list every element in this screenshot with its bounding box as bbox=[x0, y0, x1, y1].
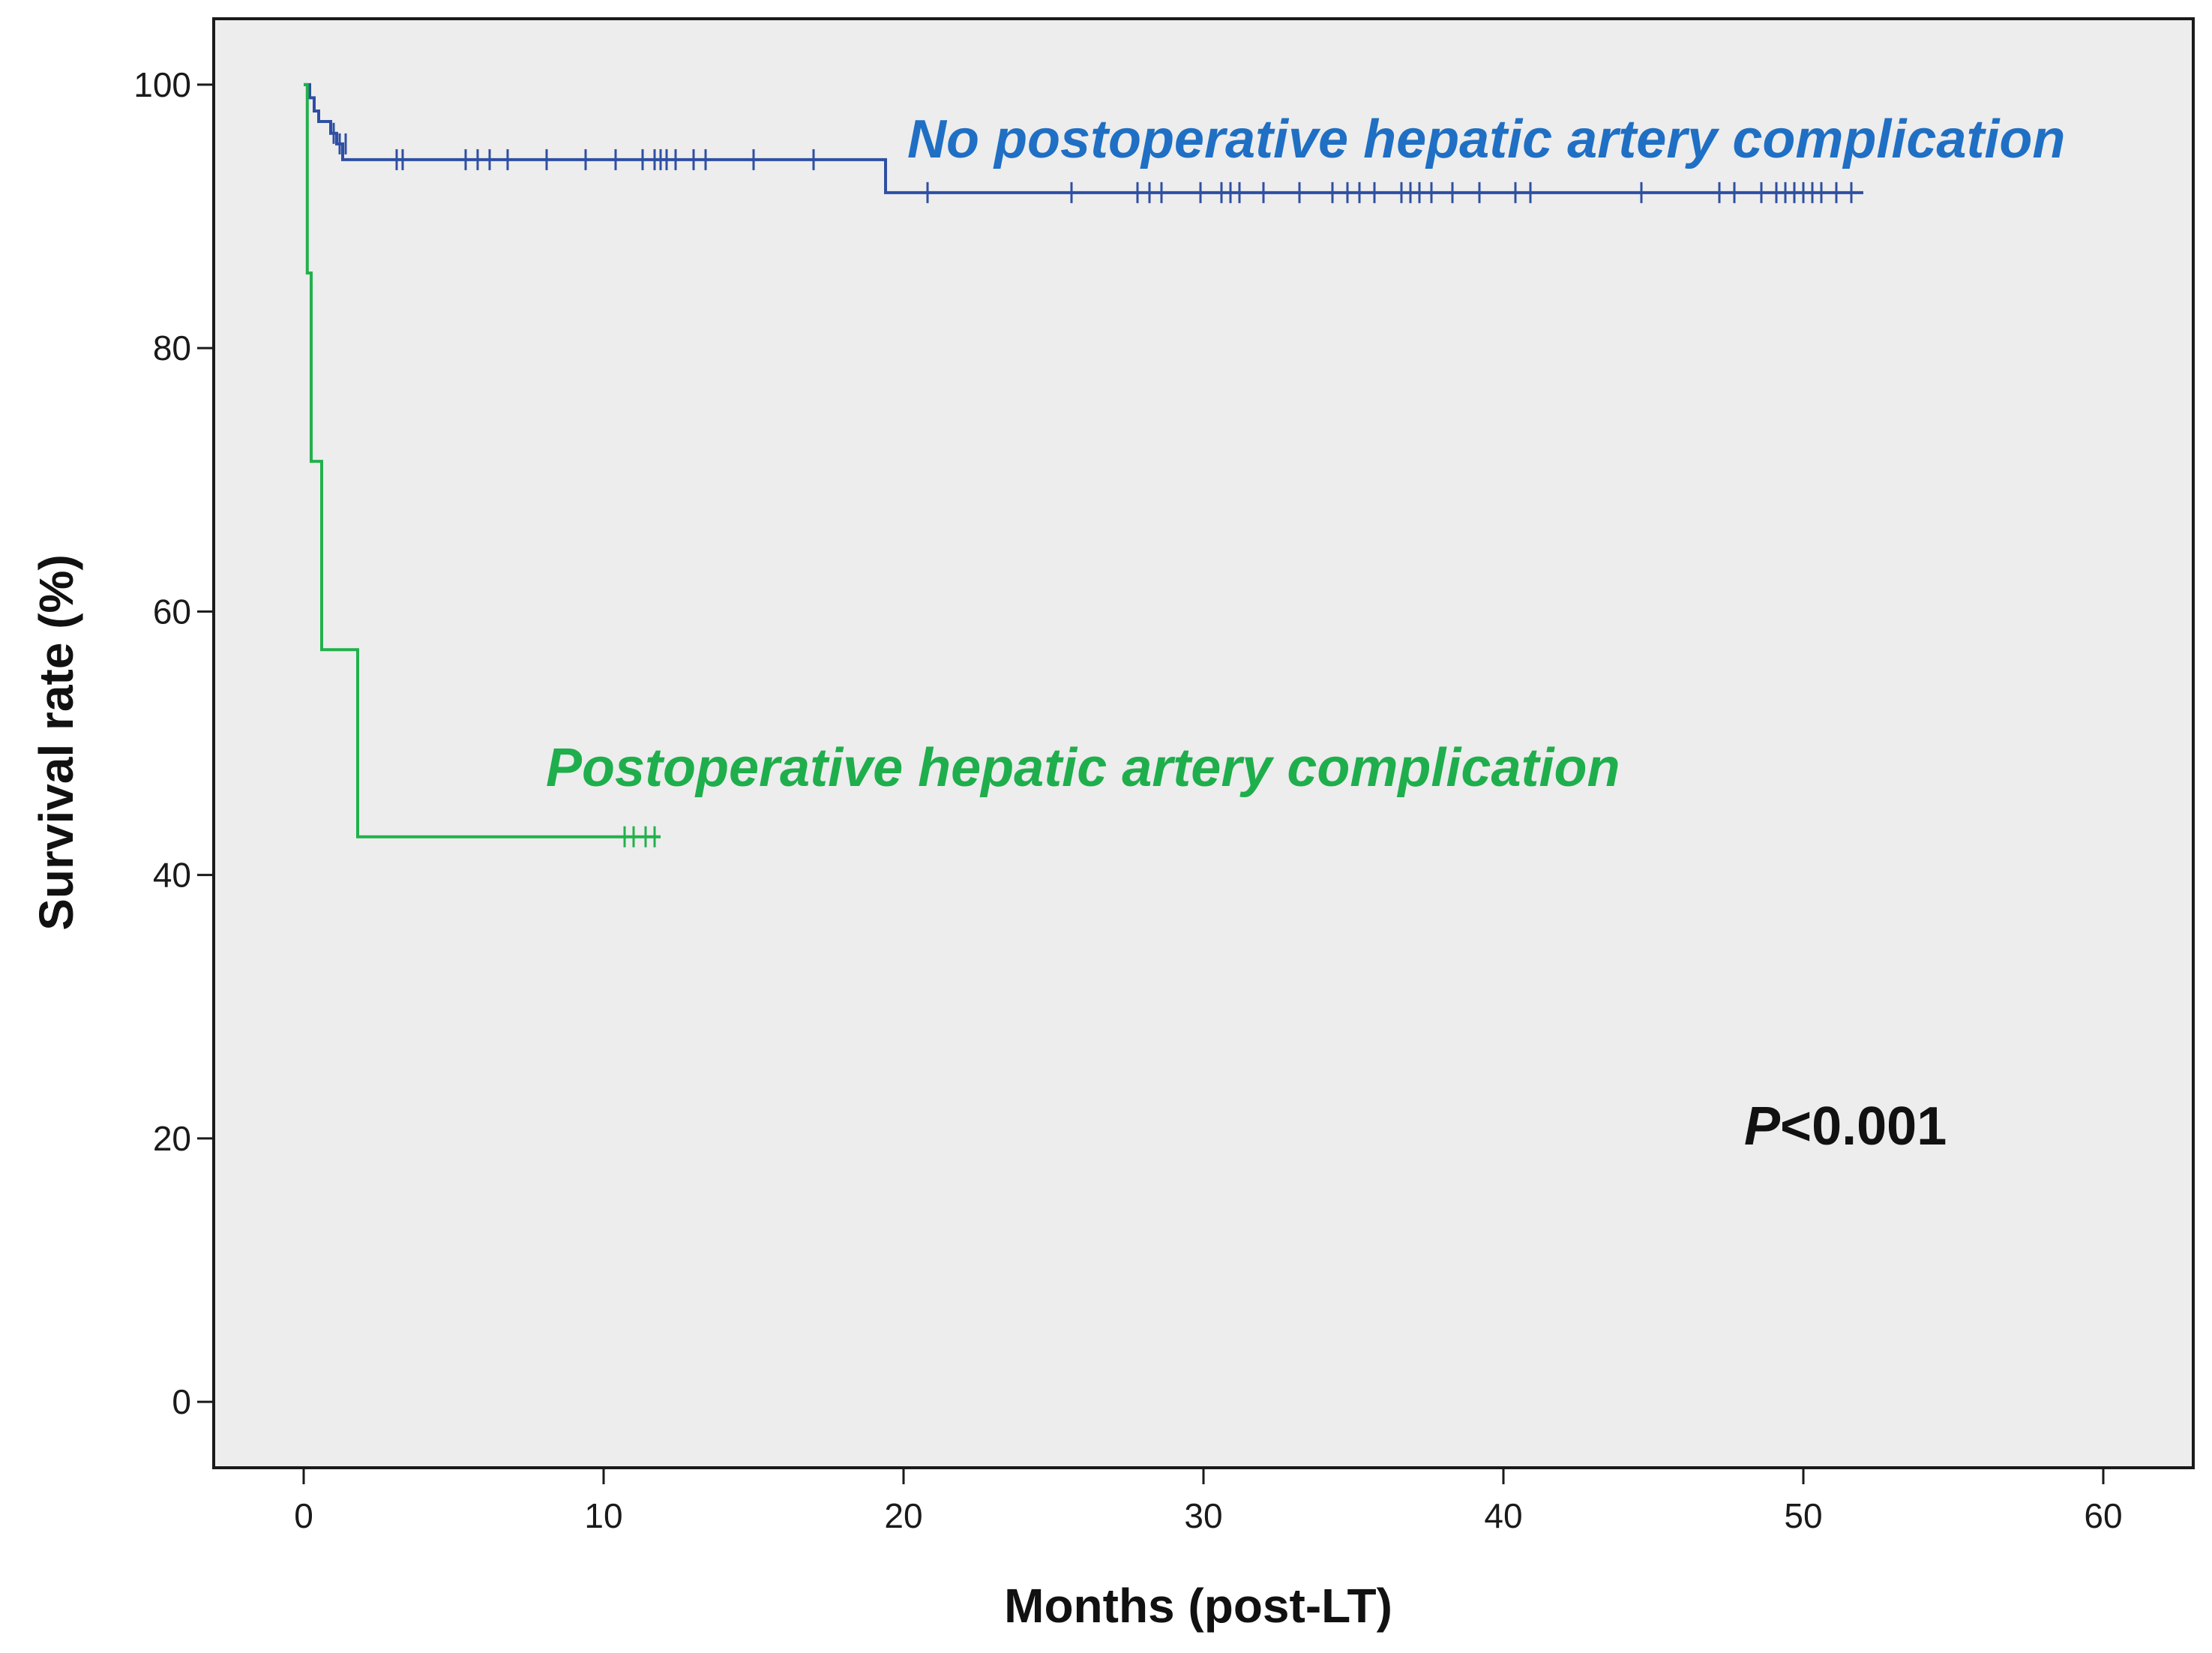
y-tick-label: 100 bbox=[133, 65, 191, 104]
x-tick-label: 60 bbox=[2084, 1496, 2122, 1535]
y-axis-ticks: 0 20 40 60 80 100 bbox=[133, 65, 214, 1421]
y-tick-label: 60 bbox=[153, 592, 191, 631]
x-tick-label: 30 bbox=[1184, 1496, 1222, 1535]
p-value-symbol: P bbox=[1744, 1096, 1781, 1156]
p-value-text: <0.001 bbox=[1780, 1096, 1947, 1156]
survival-curves bbox=[304, 82, 1863, 848]
y-tick-label: 20 bbox=[153, 1119, 191, 1158]
x-tick-label: 10 bbox=[584, 1496, 622, 1535]
p-value-annotation: P<0.001 bbox=[1744, 1096, 1947, 1156]
x-tick-label: 0 bbox=[294, 1496, 313, 1535]
x-axis-ticks: 0 10 20 30 40 50 60 bbox=[294, 1468, 2123, 1535]
survival-curve-1 bbox=[304, 82, 661, 838]
y-tick-label: 40 bbox=[153, 856, 191, 895]
x-axis-title: Months (post-LT) bbox=[1004, 1579, 1392, 1633]
series-label-complication: Postoperative hepatic artery complicatio… bbox=[546, 738, 1620, 798]
series-label-no-complication: No postoperative hepatic artery complica… bbox=[907, 110, 2065, 170]
y-tick-label: 80 bbox=[153, 328, 191, 368]
x-tick-label: 40 bbox=[1484, 1496, 1522, 1535]
survival-curve-0 bbox=[304, 82, 1863, 194]
plot-area bbox=[212, 17, 2195, 1469]
y-axis-title: Survival rate (%) bbox=[29, 554, 83, 931]
x-tick-label: 20 bbox=[884, 1496, 922, 1535]
x-tick-label: 50 bbox=[1784, 1496, 1822, 1535]
y-tick-label: 0 bbox=[172, 1382, 191, 1421]
